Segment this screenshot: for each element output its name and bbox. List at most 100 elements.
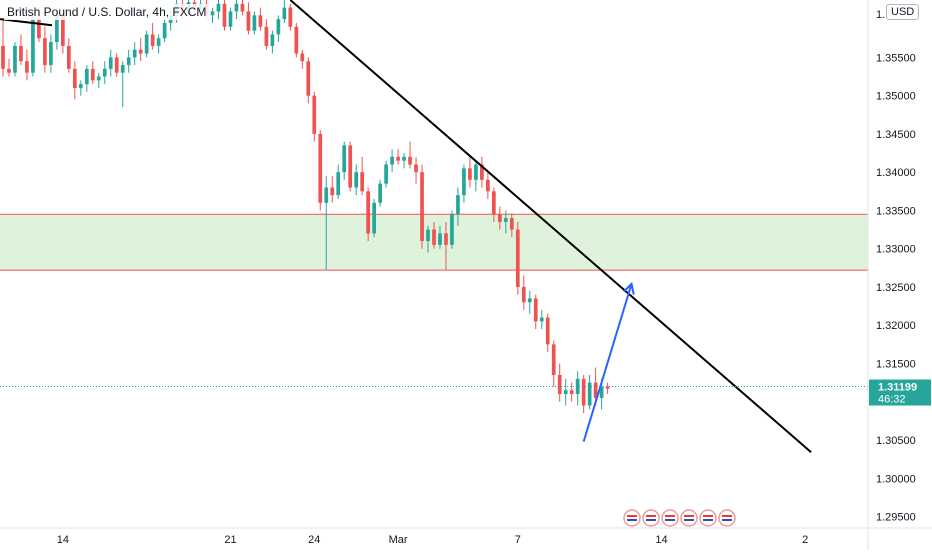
candle[interactable]	[216, 0, 221, 20]
candle[interactable]	[102, 61, 107, 85]
candle[interactable]	[360, 156, 365, 196]
candle[interactable]	[240, 0, 245, 16]
event-flag-icon[interactable]	[680, 509, 698, 527]
candle[interactable]	[222, 0, 227, 31]
candle[interactable]	[7, 58, 11, 77]
event-flag-icon[interactable]	[718, 509, 736, 527]
candle[interactable]	[318, 130, 323, 211]
candle[interactable]	[276, 15, 281, 43]
candle[interactable]	[527, 290, 532, 314]
candle[interactable]	[330, 176, 335, 203]
event-flag-icon[interactable]	[661, 509, 679, 527]
candle[interactable]	[258, 7, 263, 31]
candle[interactable]	[228, 7, 233, 31]
candle[interactable]	[509, 214, 514, 238]
candle[interactable]	[581, 374, 586, 414]
candle[interactable]	[372, 198, 376, 238]
currency-badge[interactable]: USD	[886, 4, 920, 20]
candle[interactable]	[96, 72, 101, 88]
event-flag-icon[interactable]	[623, 509, 641, 527]
horizontal-drawing-line[interactable]	[0, 18, 53, 27]
symbol-title[interactable]: British Pound / U.S. Dollar, 4h, FXCM	[4, 4, 210, 20]
candle[interactable]	[378, 179, 382, 207]
candle[interactable]	[234, 0, 239, 20]
candle[interactable]	[420, 164, 424, 249]
candle[interactable]	[426, 225, 430, 253]
candle[interactable]	[492, 187, 496, 222]
candle[interactable]	[210, 7, 215, 23]
candle[interactable]	[605, 382, 610, 395]
candle[interactable]	[563, 378, 568, 406]
candle[interactable]	[503, 210, 508, 234]
candle[interactable]	[162, 19, 167, 43]
candle[interactable]	[114, 53, 119, 77]
candle[interactable]	[300, 49, 305, 69]
candle[interactable]	[324, 176, 329, 271]
candle[interactable]	[486, 172, 490, 199]
candle[interactable]	[78, 80, 83, 96]
candle[interactable]	[587, 374, 592, 410]
candle[interactable]	[294, 22, 299, 58]
candle[interactable]	[444, 221, 448, 271]
candle[interactable]	[1, 19, 5, 77]
candle[interactable]	[414, 156, 418, 184]
candle[interactable]	[432, 221, 436, 249]
candle[interactable]	[462, 164, 466, 203]
candle[interactable]	[575, 371, 580, 406]
candle[interactable]	[342, 141, 347, 180]
candle[interactable]	[156, 34, 161, 54]
candle[interactable]	[336, 164, 341, 199]
candle[interactable]	[533, 294, 538, 330]
candle[interactable]	[270, 30, 275, 54]
event-flag-icon[interactable]	[699, 509, 717, 527]
candle[interactable]	[468, 156, 472, 188]
descending-trendline[interactable]	[289, 0, 812, 453]
candle[interactable]	[408, 141, 412, 169]
candle[interactable]	[354, 164, 359, 196]
candle[interactable]	[282, 0, 287, 23]
candle[interactable]	[144, 30, 149, 58]
candle[interactable]	[521, 275, 526, 310]
candle[interactable]	[366, 187, 371, 242]
candle[interactable]	[150, 22, 155, 50]
candle[interactable]	[72, 61, 77, 100]
candle[interactable]	[138, 38, 143, 62]
arrow-shaft[interactable]	[582, 283, 633, 442]
candle[interactable]	[438, 225, 442, 249]
candle[interactable]	[569, 382, 574, 402]
candle[interactable]	[246, 2, 251, 35]
candle[interactable]	[13, 42, 17, 77]
candle[interactable]	[545, 313, 550, 352]
candle[interactable]	[474, 160, 478, 192]
candle[interactable]	[132, 42, 137, 66]
candle[interactable]	[497, 206, 502, 230]
candle[interactable]	[396, 149, 400, 165]
candle[interactable]	[90, 61, 95, 85]
candle[interactable]	[390, 149, 394, 173]
candle[interactable]	[31, 11, 35, 77]
candle[interactable]	[480, 156, 484, 188]
candle[interactable]	[43, 26, 47, 73]
candle[interactable]	[66, 38, 71, 73]
candle[interactable]	[19, 34, 23, 66]
candle[interactable]	[557, 363, 562, 402]
candle[interactable]	[108, 49, 113, 77]
candle[interactable]	[456, 187, 460, 226]
candle[interactable]	[312, 91, 317, 142]
candle[interactable]	[120, 61, 125, 108]
event-flag-icon[interactable]	[642, 509, 660, 527]
candle[interactable]	[126, 49, 131, 73]
candle[interactable]	[306, 57, 311, 104]
candle[interactable]	[348, 141, 353, 192]
candle[interactable]	[252, 11, 257, 35]
candle[interactable]	[49, 34, 53, 73]
candle[interactable]	[551, 340, 556, 387]
candle[interactable]	[450, 210, 454, 249]
candle[interactable]	[515, 221, 520, 295]
candle[interactable]	[288, 3, 293, 31]
candle[interactable]	[539, 309, 544, 330]
candle[interactable]	[84, 65, 89, 92]
candle[interactable]	[25, 49, 29, 81]
